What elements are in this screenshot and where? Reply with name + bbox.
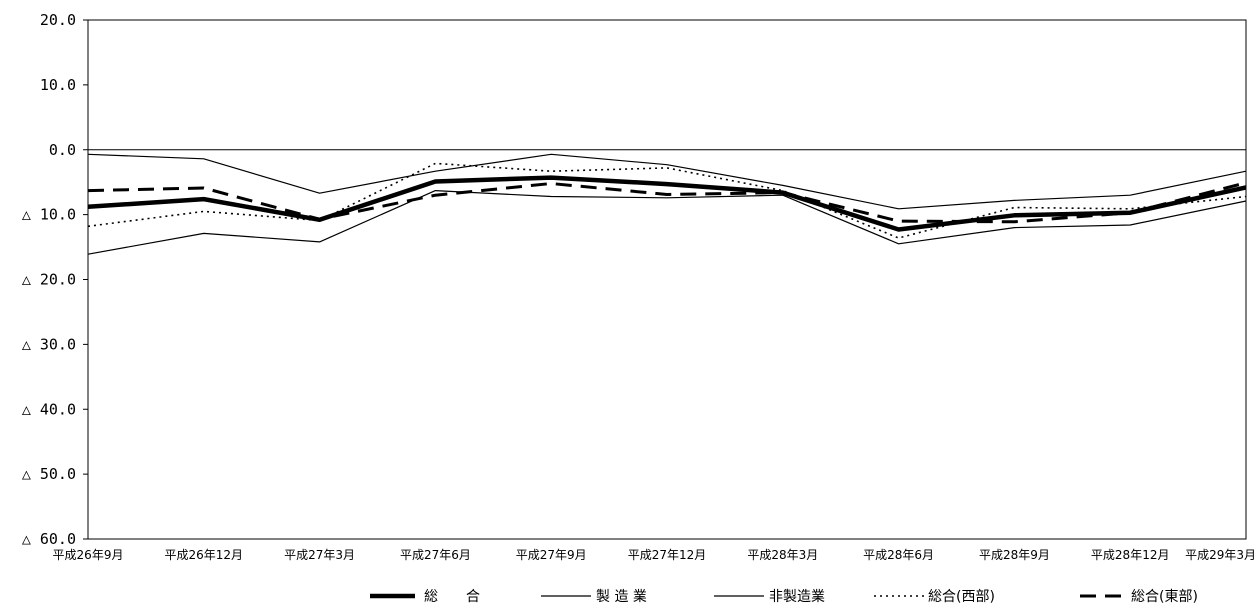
x-axis: 平成26年9月 平成26年12月 平成27年3月 平成27年6月 平成27年9月 平成27… — [53, 548, 1256, 562]
y-tick-label: △ 60.0 — [22, 530, 76, 548]
y-tick-label: 0.0 — [49, 141, 76, 159]
y-tick-label: △ 40.0 — [22, 400, 76, 418]
series-line-5 — [87, 181, 1247, 224]
legend: 総 合 製 造 業 非製造業 総合(西部) 総合(東部) — [370, 589, 1198, 605]
x-tick-label: 平成28年12月 — [1091, 548, 1170, 562]
legend-label-4: 総合(西部) — [928, 589, 995, 605]
y-tick-label: 10.0 — [40, 76, 76, 94]
x-tick-label: 平成29年3月 — [1185, 548, 1256, 562]
y-tick-label: △ 10.0 — [22, 206, 76, 224]
x-tick-label: 平成26年12月 — [165, 548, 244, 562]
x-tick-label: 平成27年12月 — [628, 548, 707, 562]
x-tick-label: 平成26年9月 — [53, 548, 124, 562]
x-tick-label: 平成28年3月 — [747, 548, 818, 562]
legend-label-3: 非製造業 — [769, 589, 825, 605]
x-tick-label: 平成27年9月 — [516, 548, 587, 562]
legend-label-5: 総合(東部) — [1131, 589, 1198, 605]
y-tick-label: △ 30.0 — [22, 335, 76, 353]
y-tick-label: 20.0 — [40, 11, 76, 29]
legend-label-1: 総 合 — [424, 589, 480, 605]
y-axis: 20.0 10.0 0.0 △ 10.0 △ 20.0 △ 30.0 △ 40.0 △ 50.… — [22, 11, 88, 548]
plot-border — [87, 19, 1247, 540]
legend-label-2: 製 造 業 — [596, 589, 647, 605]
y-tick-label: △ 50.0 — [22, 465, 76, 483]
x-tick-label: 平成28年9月 — [979, 548, 1050, 562]
series-line-1 — [87, 175, 1247, 232]
y-tick-label: △ 20.0 — [22, 271, 76, 289]
x-tick-label: 平成27年3月 — [284, 548, 355, 562]
series-line-2 — [87, 190, 1247, 255]
series-line-3 — [87, 153, 1247, 210]
x-tick-label: 平成28年6月 — [863, 548, 934, 562]
series-lines — [87, 153, 1247, 255]
plot-area — [87, 19, 1247, 540]
x-tick-label: 平成27年6月 — [400, 548, 471, 562]
